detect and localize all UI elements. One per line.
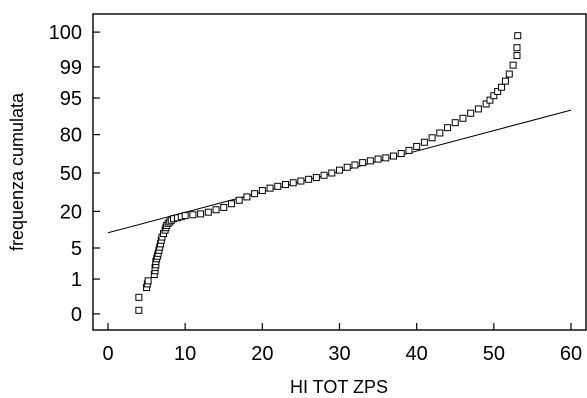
x-tick-label: 40 bbox=[406, 343, 428, 365]
data-point bbox=[382, 154, 390, 162]
data-point bbox=[444, 124, 452, 132]
x-tick-label: 60 bbox=[560, 343, 582, 365]
data-point bbox=[197, 210, 205, 218]
data-point bbox=[336, 166, 343, 174]
data-point bbox=[312, 174, 320, 182]
data-point bbox=[459, 114, 467, 122]
data-point bbox=[513, 52, 521, 60]
data-point bbox=[413, 142, 421, 150]
data-point bbox=[281, 181, 289, 189]
y-tick-label: 20 bbox=[60, 201, 82, 223]
data-point bbox=[351, 161, 359, 169]
y-tick-label: 80 bbox=[60, 125, 82, 147]
data-point bbox=[135, 293, 143, 301]
y-tick-label: 99 bbox=[60, 57, 82, 79]
data-point bbox=[135, 306, 143, 314]
x-tick-label: 0 bbox=[102, 343, 113, 365]
data-point bbox=[498, 83, 506, 91]
y-ticks: 0 1 5 20 50 80 95 99 100 bbox=[49, 22, 100, 326]
data-point bbox=[436, 129, 444, 137]
data-point bbox=[359, 159, 367, 167]
data-point bbox=[343, 163, 351, 171]
data-point bbox=[243, 193, 251, 201]
data-point bbox=[189, 211, 197, 219]
data-point bbox=[374, 155, 382, 163]
y-tick-label: 95 bbox=[60, 88, 82, 110]
data-point bbox=[467, 109, 475, 117]
data-point bbox=[220, 203, 228, 211]
data-point bbox=[366, 157, 374, 165]
data-point bbox=[297, 177, 305, 185]
data-point bbox=[251, 190, 259, 198]
y-axis-label: frequenza cumulata bbox=[7, 92, 27, 251]
y-tick-label: 100 bbox=[49, 22, 82, 44]
data-point bbox=[305, 175, 313, 183]
x-tick-label: 20 bbox=[251, 343, 273, 365]
data-point bbox=[505, 70, 513, 78]
data-point bbox=[405, 146, 413, 154]
data-point bbox=[258, 187, 266, 195]
data-point bbox=[235, 196, 243, 204]
data-point bbox=[509, 61, 517, 69]
data-point bbox=[490, 92, 498, 100]
data-point bbox=[227, 200, 235, 208]
data-point bbox=[181, 212, 189, 220]
data-point bbox=[212, 206, 220, 214]
data-point bbox=[274, 182, 282, 190]
y-tick-label: 5 bbox=[71, 238, 82, 260]
data-point bbox=[289, 179, 297, 187]
y-tick-label: 1 bbox=[71, 269, 82, 291]
x-tick-label: 10 bbox=[174, 343, 196, 365]
data-points bbox=[135, 32, 522, 314]
data-point bbox=[320, 171, 328, 179]
data-point bbox=[266, 184, 274, 192]
data-point bbox=[420, 138, 428, 146]
data-point bbox=[144, 277, 152, 285]
data-point bbox=[482, 100, 490, 108]
data-point bbox=[474, 105, 482, 113]
data-point bbox=[451, 119, 459, 127]
x-tick-label: 50 bbox=[483, 343, 505, 365]
y-tick-label: 50 bbox=[60, 163, 82, 185]
data-point bbox=[494, 88, 502, 96]
x-axis-label: HI TOT ZPS bbox=[290, 377, 388, 397]
data-point bbox=[486, 96, 494, 104]
data-point bbox=[501, 77, 509, 85]
data-point bbox=[514, 32, 522, 40]
data-point bbox=[428, 134, 436, 142]
data-point bbox=[397, 150, 405, 158]
data-point bbox=[204, 208, 212, 216]
x-tick-label: 30 bbox=[328, 343, 350, 365]
data-point bbox=[513, 44, 521, 52]
x-ticks: 0 10 20 30 40 50 60 bbox=[102, 323, 582, 365]
data-point bbox=[328, 169, 336, 177]
y-tick-label: 0 bbox=[71, 304, 82, 326]
data-point bbox=[390, 152, 398, 160]
